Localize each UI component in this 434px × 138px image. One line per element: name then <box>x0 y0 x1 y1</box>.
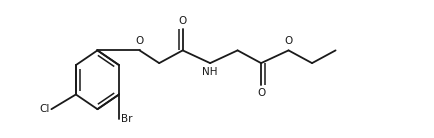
Text: Br: Br <box>121 114 132 124</box>
Text: O: O <box>135 36 144 47</box>
Text: Cl: Cl <box>39 104 49 114</box>
Text: NH: NH <box>202 67 218 77</box>
Text: O: O <box>178 16 187 26</box>
Text: O: O <box>284 36 293 47</box>
Text: O: O <box>257 88 265 98</box>
